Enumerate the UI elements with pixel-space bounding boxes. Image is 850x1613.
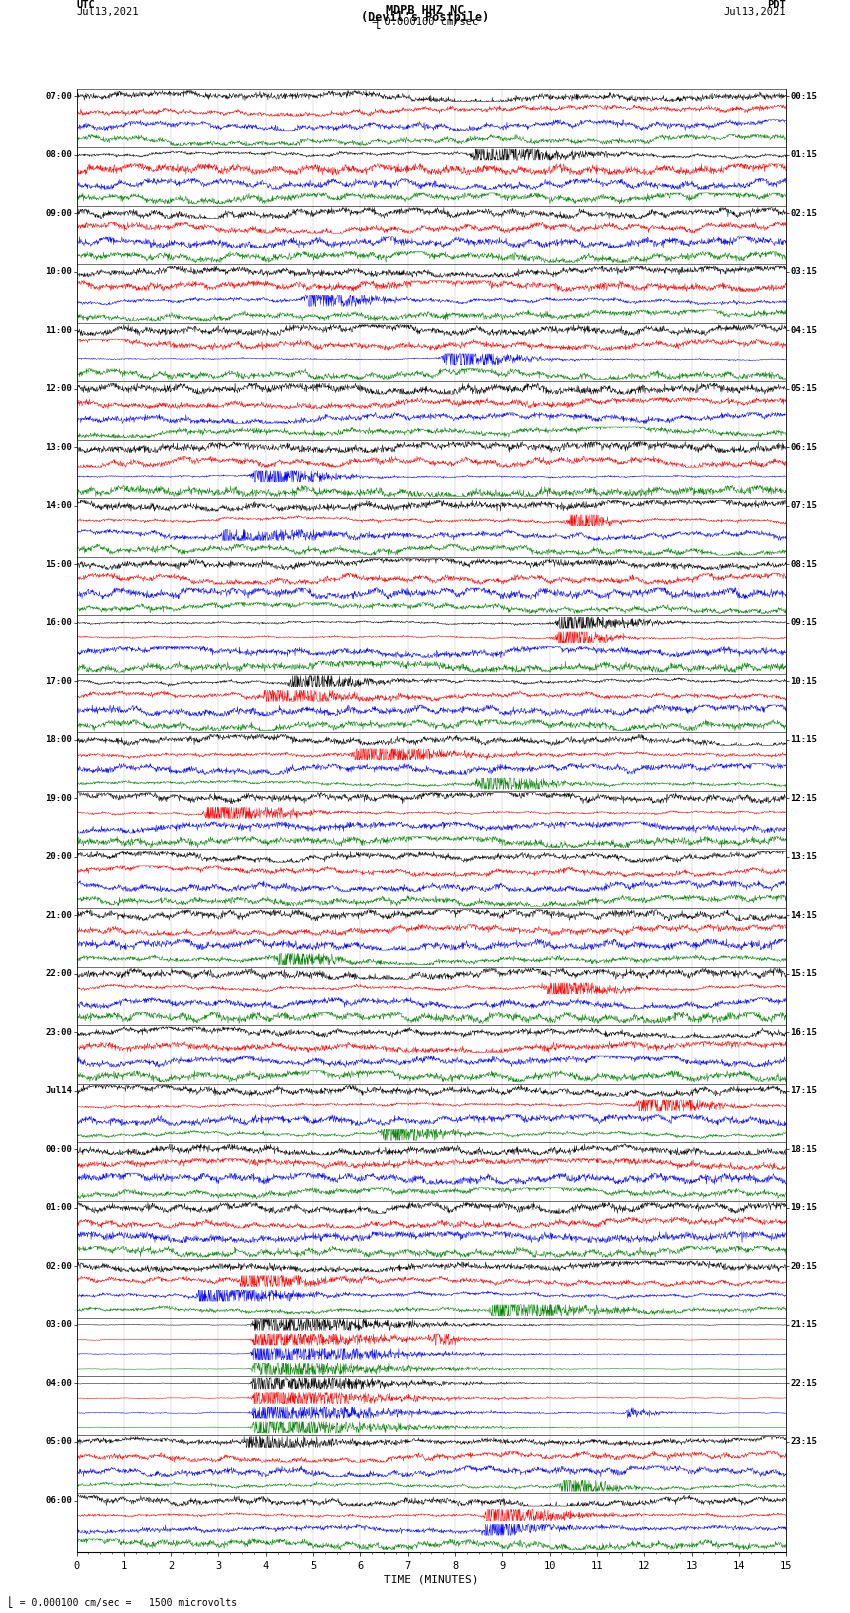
Text: Jul13,2021: Jul13,2021 (723, 6, 786, 16)
Text: ⎣ = 0.000100 cm/sec =   1500 microvolts: ⎣ = 0.000100 cm/sec = 1500 microvolts (8, 1597, 238, 1608)
Text: (Devil's Postpile): (Devil's Postpile) (361, 11, 489, 24)
Text: Jul13,2021: Jul13,2021 (76, 6, 139, 16)
Text: UTC: UTC (76, 0, 95, 10)
Text: PDT: PDT (768, 0, 786, 10)
Text: MDPB HHZ NC: MDPB HHZ NC (386, 5, 464, 18)
Text: = 0.000100 cm/sec: = 0.000100 cm/sec (371, 18, 478, 27)
Text: ⎣: ⎣ (376, 18, 381, 29)
X-axis label: TIME (MINUTES): TIME (MINUTES) (384, 1574, 479, 1586)
